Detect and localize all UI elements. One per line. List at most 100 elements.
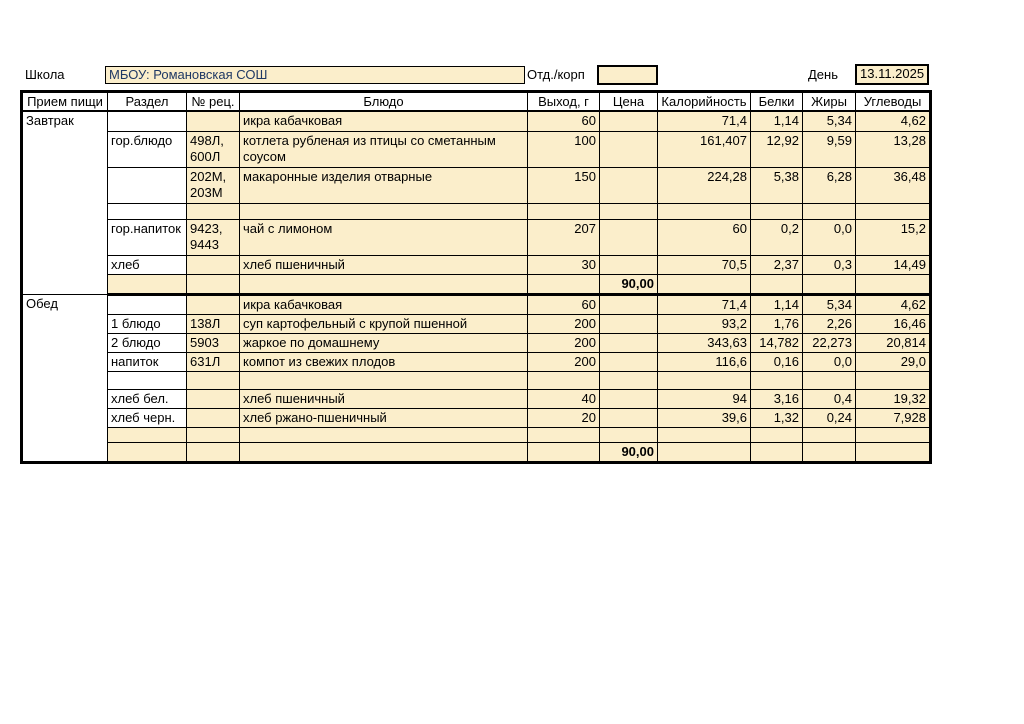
school-input[interactable]: МБОУ: Романовская СОШ bbox=[105, 66, 525, 84]
protein-cell[interactable]: 2,37 bbox=[750, 254, 803, 275]
calories-cell[interactable]: 161,407 bbox=[657, 130, 751, 168]
calories-cell[interactable]: 343,63 bbox=[657, 332, 751, 353]
dish-cell[interactable]: компот из свежих плодов bbox=[239, 351, 528, 372]
calories-cell[interactable] bbox=[657, 202, 751, 220]
dish-cell[interactable]: икра кабачковая bbox=[239, 293, 528, 315]
fat-cell[interactable]: 2,26 bbox=[802, 313, 856, 334]
carbs-cell[interactable]: 36,48 bbox=[855, 166, 931, 204]
protein-cell[interactable]: 3,16 bbox=[750, 388, 803, 409]
dish-cell[interactable] bbox=[239, 426, 528, 443]
recipe-no-cell[interactable]: 5903 bbox=[186, 332, 240, 353]
calories-cell[interactable] bbox=[657, 441, 751, 464]
calories-cell[interactable] bbox=[657, 426, 751, 443]
output-g-cell[interactable]: 150 bbox=[527, 166, 600, 204]
carbs-cell[interactable]: 14,49 bbox=[855, 254, 931, 275]
calories-cell[interactable]: 60 bbox=[657, 218, 751, 256]
dish-cell[interactable]: икра кабачковая bbox=[239, 110, 528, 132]
recipe-no-cell[interactable] bbox=[186, 370, 240, 390]
calories-cell[interactable]: 94 bbox=[657, 388, 751, 409]
price-cell[interactable] bbox=[599, 407, 658, 428]
output-g-cell[interactable]: 200 bbox=[527, 332, 600, 353]
protein-cell[interactable]: 1,14 bbox=[750, 293, 803, 315]
dish-cell[interactable]: суп картофельный с крупой пшенной bbox=[239, 313, 528, 334]
recipe-no-cell[interactable] bbox=[186, 388, 240, 409]
price-cell[interactable] bbox=[599, 218, 658, 256]
protein-cell[interactable]: 5,38 bbox=[750, 166, 803, 204]
output-g-cell[interactable]: 100 bbox=[527, 130, 600, 168]
output-g-cell[interactable]: 200 bbox=[527, 313, 600, 334]
price-cell[interactable] bbox=[599, 293, 658, 315]
price-cell[interactable] bbox=[599, 313, 658, 334]
recipe-no-cell[interactable] bbox=[186, 426, 240, 443]
carbs-cell[interactable] bbox=[855, 426, 931, 443]
fat-cell[interactable]: 0,3 bbox=[802, 254, 856, 275]
price-cell[interactable] bbox=[599, 426, 658, 443]
calories-cell[interactable]: 71,4 bbox=[657, 110, 751, 132]
dish-cell[interactable]: хлеб ржано-пшеничный bbox=[239, 407, 528, 428]
protein-cell[interactable] bbox=[750, 202, 803, 220]
razdel-cell[interactable] bbox=[107, 273, 187, 296]
recipe-no-cell[interactable]: 9423, 9443 bbox=[186, 218, 240, 256]
dish-cell[interactable]: котлета рубленая из птицы со сметанным с… bbox=[239, 130, 528, 168]
recipe-no-cell[interactable] bbox=[186, 110, 240, 132]
price-cell[interactable] bbox=[599, 254, 658, 275]
carbs-cell[interactable] bbox=[855, 273, 931, 296]
calories-cell[interactable]: 71,4 bbox=[657, 293, 751, 315]
output-g-cell[interactable] bbox=[527, 202, 600, 220]
calories-cell[interactable] bbox=[657, 273, 751, 296]
fat-cell[interactable] bbox=[802, 426, 856, 443]
output-g-cell[interactable] bbox=[527, 273, 600, 296]
protein-cell[interactable]: 1,14 bbox=[750, 110, 803, 132]
carbs-cell[interactable] bbox=[855, 370, 931, 390]
carbs-cell[interactable]: 29,0 bbox=[855, 351, 931, 372]
output-g-cell[interactable]: 200 bbox=[527, 351, 600, 372]
price-cell[interactable] bbox=[599, 202, 658, 220]
price-cell[interactable]: 90,00 bbox=[599, 273, 658, 296]
recipe-no-cell[interactable]: 138Л bbox=[186, 313, 240, 334]
calories-cell[interactable]: 39,6 bbox=[657, 407, 751, 428]
dish-cell[interactable] bbox=[239, 202, 528, 220]
protein-cell[interactable]: 1,32 bbox=[750, 407, 803, 428]
protein-cell[interactable]: 0,16 bbox=[750, 351, 803, 372]
dept-corp-input[interactable] bbox=[597, 65, 658, 85]
fat-cell[interactable] bbox=[802, 441, 856, 464]
price-cell[interactable] bbox=[599, 166, 658, 204]
price-cell[interactable]: 90,00 bbox=[599, 441, 658, 464]
dish-cell[interactable]: жаркое по домашнему bbox=[239, 332, 528, 353]
carbs-cell[interactable]: 13,28 bbox=[855, 130, 931, 168]
razdel-cell[interactable] bbox=[107, 426, 187, 443]
recipe-no-cell[interactable] bbox=[186, 273, 240, 296]
fat-cell[interactable]: 0,4 bbox=[802, 388, 856, 409]
price-cell[interactable] bbox=[599, 130, 658, 168]
fat-cell[interactable]: 0,0 bbox=[802, 218, 856, 256]
carbs-cell[interactable]: 19,32 bbox=[855, 388, 931, 409]
output-g-cell[interactable]: 30 bbox=[527, 254, 600, 275]
recipe-no-cell[interactable]: 631Л bbox=[186, 351, 240, 372]
calories-cell[interactable]: 224,28 bbox=[657, 166, 751, 204]
recipe-no-cell[interactable] bbox=[186, 293, 240, 315]
recipe-no-cell[interactable] bbox=[186, 202, 240, 220]
recipe-no-cell[interactable] bbox=[186, 254, 240, 275]
carbs-cell[interactable]: 15,2 bbox=[855, 218, 931, 256]
calories-cell[interactable]: 93,2 bbox=[657, 313, 751, 334]
price-cell[interactable] bbox=[599, 351, 658, 372]
dish-cell[interactable]: хлеб пшеничный bbox=[239, 388, 528, 409]
carbs-cell[interactable]: 20,814 bbox=[855, 332, 931, 353]
recipe-no-cell[interactable]: 498Л, 600Л bbox=[186, 130, 240, 168]
fat-cell[interactable]: 9,59 bbox=[802, 130, 856, 168]
dish-cell[interactable]: хлеб пшеничный bbox=[239, 254, 528, 275]
recipe-no-cell[interactable] bbox=[186, 407, 240, 428]
fat-cell[interactable]: 22,273 bbox=[802, 332, 856, 353]
price-cell[interactable] bbox=[599, 388, 658, 409]
protein-cell[interactable] bbox=[750, 441, 803, 464]
protein-cell[interactable] bbox=[750, 370, 803, 390]
output-g-cell[interactable] bbox=[527, 441, 600, 464]
carbs-cell[interactable]: 7,928 bbox=[855, 407, 931, 428]
razdel-cell[interactable] bbox=[107, 441, 187, 464]
recipe-no-cell[interactable] bbox=[186, 441, 240, 464]
recipe-no-cell[interactable]: 202М, 203М bbox=[186, 166, 240, 204]
output-g-cell[interactable]: 207 bbox=[527, 218, 600, 256]
carbs-cell[interactable] bbox=[855, 202, 931, 220]
carbs-cell[interactable] bbox=[855, 441, 931, 464]
calories-cell[interactable]: 70,5 bbox=[657, 254, 751, 275]
